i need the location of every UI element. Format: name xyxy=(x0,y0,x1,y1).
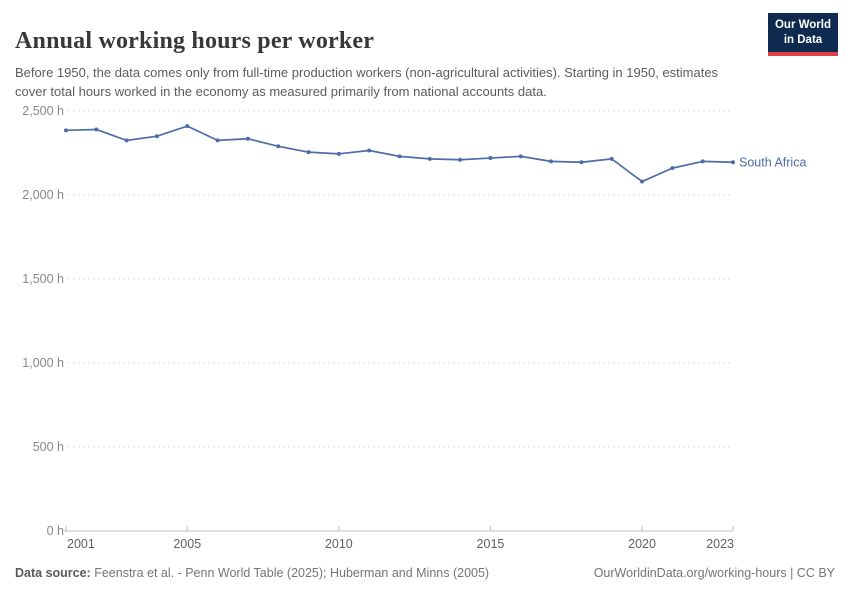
data-point-marker[interactable] xyxy=(670,166,675,171)
data-point-marker[interactable] xyxy=(518,154,523,159)
data-point-marker[interactable] xyxy=(94,127,99,132)
data-source-text: Feenstra et al. - Penn World Table (2025… xyxy=(90,566,490,580)
data-point-marker[interactable] xyxy=(640,179,645,184)
y-tick-label: 500 h xyxy=(33,440,64,454)
x-tick-label: 2015 xyxy=(477,537,505,551)
data-point-marker[interactable] xyxy=(609,156,614,161)
y-tick-label: 0 h xyxy=(47,524,64,538)
data-point-marker[interactable] xyxy=(124,138,129,143)
data-source-label: Data source: xyxy=(15,566,91,580)
data-point-marker[interactable] xyxy=(276,144,281,149)
license-link[interactable]: OurWorldinData.org/working-hours | CC BY xyxy=(593,566,835,580)
owid-logo[interactable]: Our World in Data xyxy=(768,13,838,56)
y-tick-label: 2,000 h xyxy=(22,188,64,202)
data-point-marker[interactable] xyxy=(306,150,311,155)
data-point-marker[interactable] xyxy=(579,160,584,165)
x-tick-label: 2010 xyxy=(325,537,353,551)
chart-footer: Data source: Feenstra et al. - Penn Worl… xyxy=(0,566,850,580)
x-tick-label: 2005 xyxy=(173,537,201,551)
chart-subtitle: Before 1950, the data comes only from fu… xyxy=(15,65,719,99)
data-point-marker[interactable] xyxy=(397,154,402,159)
x-tick-label: 2020 xyxy=(628,537,656,551)
horizontal-gridlines xyxy=(68,110,733,448)
data-source-note: Data source: Feenstra et al. - Penn Worl… xyxy=(15,566,489,580)
series-name-label[interactable]: South Africa xyxy=(739,156,806,170)
y-tick-label: 2,500 h xyxy=(22,104,64,118)
y-axis-tick-labels: 0 h 500 h 1,000 h 1,500 h 2,000 h 2,500 h xyxy=(22,104,64,538)
x-tick-label: 2023 xyxy=(706,537,734,551)
owid-logo-line2: in Data xyxy=(783,33,823,46)
y-tick-label: 1,000 h xyxy=(22,356,64,370)
data-series-south-africa[interactable] xyxy=(64,124,735,184)
data-point-marker[interactable] xyxy=(458,157,463,162)
data-point-marker[interactable] xyxy=(488,156,493,161)
data-point-marker[interactable] xyxy=(549,159,554,164)
x-tick-label: 2001 xyxy=(67,537,95,551)
data-point-marker[interactable] xyxy=(64,128,68,133)
data-point-marker[interactable] xyxy=(700,159,705,164)
y-tick-label: 1,500 h xyxy=(22,272,64,286)
trend-line[interactable] xyxy=(65,125,734,183)
data-point-marker[interactable] xyxy=(731,160,735,165)
page-title: Annual working hours per worker xyxy=(15,28,375,55)
x-axis: 2001 2005 2010 2015 2020 2023 xyxy=(64,526,734,551)
data-point-marker[interactable] xyxy=(185,124,190,129)
data-point-marker[interactable] xyxy=(367,148,372,153)
data-point-marker[interactable] xyxy=(336,151,341,156)
data-point-marker[interactable] xyxy=(154,134,159,139)
owid-logo-line1: Our World xyxy=(774,19,831,31)
series-end-label[interactable]: South Africa xyxy=(739,156,806,170)
data-point-marker[interactable] xyxy=(215,138,220,143)
data-point-marker[interactable] xyxy=(245,136,250,141)
data-point-marker[interactable] xyxy=(427,156,432,161)
